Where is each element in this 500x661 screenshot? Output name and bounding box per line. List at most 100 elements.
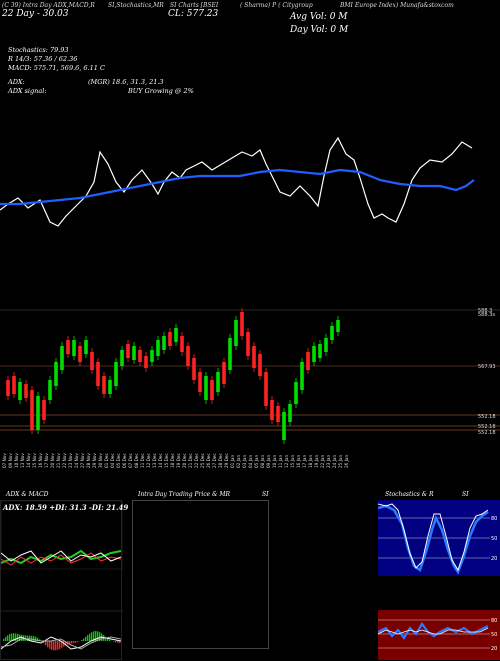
date-tick-label: 15 Jan bbox=[290, 455, 295, 468]
candle bbox=[336, 316, 340, 336]
date-tick-label: 11 Dec bbox=[140, 453, 145, 468]
date-tick-label: 21 Dec bbox=[188, 453, 193, 468]
date-tick-label: 22 Nov bbox=[62, 453, 67, 468]
date-tick-label: 07 Nov bbox=[2, 453, 7, 468]
date-tick-label: 23 Nov bbox=[68, 453, 73, 468]
date-tick-label: 07 Dec bbox=[128, 453, 133, 468]
header-close: CL: 577.23 bbox=[168, 9, 218, 19]
date-tick-label: 24 Jan bbox=[332, 455, 337, 468]
date-tick-label: 10 Nov bbox=[14, 453, 19, 468]
date-tick-label: 16 Jan bbox=[296, 455, 301, 468]
header-title-d: ( Sharma) P ( Citygroup bbox=[240, 2, 313, 9]
candle bbox=[156, 336, 160, 360]
candle bbox=[24, 380, 28, 402]
candle bbox=[276, 402, 280, 426]
header-line-1: (C 39) Intra Day ADX,MACD,R bbox=[2, 2, 95, 9]
candle bbox=[96, 358, 100, 390]
adx-values: (MGR) 18.6, 31.3, 21.3 bbox=[88, 78, 164, 86]
rsi-level-80: 80 bbox=[491, 618, 497, 624]
macd-histogram-bar bbox=[81, 640, 82, 641]
adx-plus-di-line bbox=[1, 551, 121, 563]
date-tick-label: 11 Jan bbox=[278, 455, 283, 468]
candle bbox=[270, 396, 274, 424]
macd-histogram-bar bbox=[115, 641, 116, 642]
macd-histogram-bar bbox=[113, 641, 114, 642]
candle bbox=[324, 334, 328, 356]
date-tick-label: 21 Nov bbox=[56, 453, 61, 468]
date-tick-label: 24 Nov bbox=[74, 453, 79, 468]
date-tick-label: 04 Dec bbox=[110, 453, 115, 468]
candle bbox=[6, 376, 10, 400]
date-tick-label: 17 Nov bbox=[44, 453, 49, 468]
date-tick-label: 08 Dec bbox=[134, 453, 139, 468]
date-tick-label: 02 Jan bbox=[236, 455, 241, 468]
macd-histogram-bar bbox=[5, 637, 6, 641]
macd-histogram-bar bbox=[15, 633, 16, 641]
macd-histogram-bar bbox=[55, 641, 56, 650]
candle bbox=[102, 372, 106, 398]
date-tick-label: 26 Jan bbox=[344, 455, 349, 468]
adx-chart bbox=[1, 501, 123, 661]
candle bbox=[198, 368, 202, 396]
date-tick-label: 30 Nov bbox=[98, 453, 103, 468]
candle bbox=[258, 350, 262, 380]
date-tick-label: 01 Dec bbox=[104, 453, 109, 468]
candle bbox=[72, 336, 76, 360]
candle bbox=[84, 336, 88, 358]
date-tick-label: 20 Dec bbox=[182, 453, 187, 468]
candle bbox=[168, 328, 172, 350]
candle bbox=[132, 342, 136, 364]
date-tick-label: 15 Dec bbox=[164, 453, 169, 468]
candle bbox=[282, 408, 286, 444]
date-tick-label: 29 Nov bbox=[92, 453, 97, 468]
candle bbox=[78, 342, 82, 366]
header-title-b: SI,Stochastics,MR bbox=[108, 2, 164, 9]
average-line bbox=[0, 170, 474, 204]
candle bbox=[54, 358, 58, 390]
intra-panel-title: Intra Day Trading Price & MR bbox=[138, 491, 230, 498]
date-tick-label: 22 Jan bbox=[320, 455, 325, 468]
day-volume: Day Vol: 0 M bbox=[290, 25, 348, 35]
macd-histogram-bar bbox=[85, 637, 86, 641]
date-tick-label: 26 Dec bbox=[206, 453, 211, 468]
date-tick-label: 27 Dec bbox=[212, 453, 217, 468]
candle bbox=[252, 342, 256, 372]
date-tick-label: 23 Jan bbox=[326, 455, 331, 468]
macd-histogram-bar bbox=[73, 641, 74, 643]
macd-histogram-bar bbox=[7, 635, 8, 641]
adx-panel-title: ADX & MACD bbox=[6, 491, 48, 498]
date-tick-label: 04 Jan bbox=[248, 455, 253, 468]
candle bbox=[330, 322, 334, 344]
date-tick-label: 09 Nov bbox=[8, 453, 13, 468]
candle bbox=[300, 358, 304, 394]
date-tick-label: 27 Nov bbox=[80, 453, 85, 468]
macd-histogram-bar bbox=[51, 641, 52, 650]
date-tick-label: 28 Nov bbox=[86, 453, 91, 468]
date-tick-label: 18 Dec bbox=[170, 453, 175, 468]
candle bbox=[264, 368, 268, 410]
candle bbox=[180, 332, 184, 356]
date-tick-label: 14 Nov bbox=[26, 453, 31, 468]
date-tick-label: 09 Jan bbox=[266, 455, 271, 468]
macd-histogram-bar bbox=[49, 641, 50, 649]
stoch-panel-title-2: SI bbox=[462, 491, 468, 498]
date-tick-label: 18 Jan bbox=[308, 455, 313, 468]
date-tick-label: 01 Jan bbox=[230, 455, 235, 468]
adx-label: ADX: bbox=[8, 78, 25, 86]
header-title-a: (C 39) Intra Day ADX,MACD,R bbox=[2, 2, 95, 9]
date-tick-label: 14 Dec bbox=[158, 453, 163, 468]
macd-histogram-bar bbox=[105, 637, 106, 641]
candle bbox=[150, 346, 154, 366]
macd-histogram-bar bbox=[57, 641, 58, 650]
candle bbox=[18, 378, 22, 404]
candle bbox=[186, 342, 190, 370]
date-tick-label: 19 Jan bbox=[314, 455, 319, 468]
candle bbox=[294, 378, 298, 408]
price-level-3: 567.93 bbox=[478, 364, 496, 370]
date-tick-label: 06 Dec bbox=[122, 453, 127, 468]
macd-histogram-bar bbox=[33, 636, 34, 641]
candle bbox=[174, 324, 178, 346]
macd-histogram bbox=[3, 631, 120, 650]
candle bbox=[36, 392, 40, 434]
header-title-e: BMI Europe Index) Munafa&stoxcom bbox=[340, 2, 454, 9]
